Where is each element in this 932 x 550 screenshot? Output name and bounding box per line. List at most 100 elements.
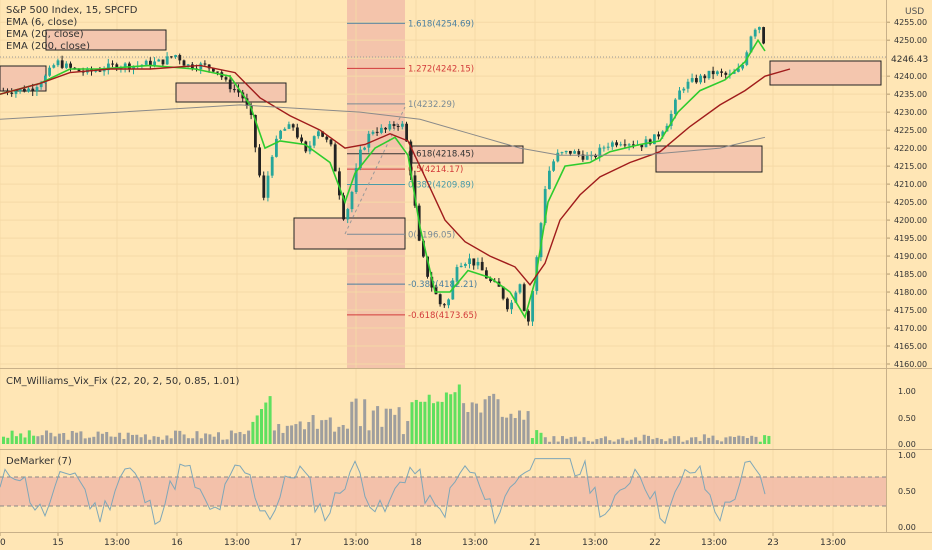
wvf-bar (720, 441, 724, 444)
candle-body (506, 298, 509, 310)
wvf-bar (333, 431, 337, 444)
candle-body (501, 286, 505, 299)
wvf-bar (234, 433, 238, 444)
candle-body (480, 261, 484, 271)
candle-body (464, 264, 467, 266)
fib-level-label: 1(4232.29) (408, 100, 455, 110)
candle-body (678, 90, 681, 100)
wvf-bar (711, 435, 715, 444)
candle-body (296, 127, 299, 138)
time-axis-label: 13:00 (224, 538, 250, 548)
wvf-bar (432, 403, 435, 444)
wvf-bar (208, 434, 212, 444)
wvf-bar (642, 434, 646, 444)
wvf-bar (612, 441, 616, 444)
candle-body (170, 56, 173, 58)
candle-body (606, 146, 610, 148)
candle-body (548, 170, 551, 190)
candle-body (707, 70, 711, 79)
candle-body (434, 287, 438, 295)
wvf-bar (384, 408, 388, 444)
candle-body (300, 137, 303, 142)
candle-body (182, 60, 186, 66)
price-axis-label: 4210.00 (894, 180, 927, 189)
candle-body (669, 113, 673, 126)
wvf-bar (350, 401, 354, 444)
wvf-bar (758, 441, 762, 444)
wvf-bar (66, 439, 70, 444)
time-axis-label: 13:00 (343, 538, 369, 548)
wvf-bar (449, 394, 453, 444)
price-tag-box (887, 51, 932, 65)
candle-body (56, 60, 60, 66)
candle-body (371, 131, 375, 134)
candle-body (602, 147, 606, 149)
wvf-bar (62, 433, 66, 444)
candle-body (266, 175, 270, 198)
price-tag-value: 4246.43 (891, 55, 928, 65)
candle-body (611, 142, 614, 147)
wvf-axis-label: 0.00 (898, 440, 916, 449)
ema-line-6 (0, 38, 766, 320)
ema200-legend: EMA (200, close) (6, 41, 90, 52)
wvf-bar (664, 441, 668, 444)
candle-body (69, 63, 72, 68)
candle-body (749, 36, 753, 53)
wvf-bar (427, 394, 431, 444)
wvf-bar (621, 437, 625, 444)
ema-line-200 (0, 104, 766, 156)
wvf-bar (728, 436, 732, 444)
wvf-bar (492, 393, 496, 444)
wvf-bar (2, 436, 5, 444)
candle-body (144, 60, 148, 65)
wvf-bar (702, 434, 706, 444)
price-axis-label: 4185.00 (894, 270, 927, 279)
wvf-bar (767, 435, 771, 444)
wvf-bar (251, 421, 255, 444)
wvf-bar (247, 430, 251, 444)
wvf-bar (49, 432, 53, 444)
wvf-bar (629, 439, 633, 444)
wvf-bar (733, 437, 736, 444)
wvf-bar (217, 432, 220, 444)
fib-level-label: 0.382(4209.89) (408, 180, 474, 190)
wvf-bar (578, 441, 582, 444)
wvf-bar (19, 433, 23, 444)
fibonacci-retracement: 1.618(4254.69) 1.272(4242.15) 1(4232.29) 0.… (344, 19, 477, 321)
wvf-bar (707, 437, 711, 444)
candle-body (333, 144, 337, 172)
wvf-bar (298, 421, 302, 444)
wvf-bar (143, 434, 147, 444)
time-axis-label: 15 (52, 538, 63, 548)
wvf-bar (724, 437, 728, 444)
symbol-title: S&P 500 Index, 15, SPCFD (6, 5, 138, 16)
zone-box (769, 60, 882, 86)
time-axis-label: 23 (767, 538, 778, 548)
candle-body (485, 270, 488, 279)
wvf-bar (242, 434, 246, 444)
wvf-bar (737, 435, 741, 444)
wvf-bar (608, 440, 612, 444)
candle-body (98, 70, 102, 72)
wvf-bar (156, 436, 160, 444)
wvf-bar (199, 438, 203, 444)
wvf-bar (561, 436, 564, 444)
candle-body (556, 152, 560, 162)
wvf-bar (88, 437, 91, 444)
wvf-bar (444, 392, 448, 444)
candle-body (228, 79, 232, 90)
wvf-bar (53, 436, 57, 444)
candle-body (48, 67, 51, 76)
candle-body (350, 191, 354, 210)
candle-body (212, 68, 215, 72)
candle-body (65, 63, 68, 68)
wvf-bar (70, 431, 74, 444)
candle-body (627, 144, 631, 146)
wvf-bar (221, 439, 225, 444)
wvf-bar (182, 434, 186, 444)
candle-body (468, 258, 471, 265)
candle-body (459, 265, 463, 268)
candle-body (573, 151, 576, 154)
wvf-bar (595, 439, 599, 444)
